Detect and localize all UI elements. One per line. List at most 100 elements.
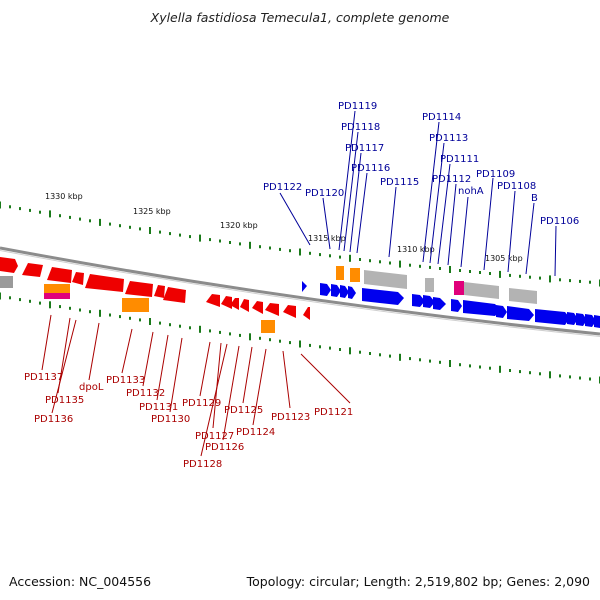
minor-tick [389,261,391,265]
gene-label[interactable]: PD1133 [106,375,145,386]
gene-label[interactable]: PD1121 [314,407,353,418]
gene-reverse[interactable] [221,296,232,309]
minor-tick [289,341,291,345]
gene-reverse[interactable] [72,272,84,285]
magenta-feature [44,293,70,299]
gene-forward[interactable] [320,283,331,296]
gene-reverse[interactable] [265,303,279,316]
gene-forward[interactable] [496,305,507,318]
gene-label[interactable]: PD1119 [338,101,377,112]
orange-feature [122,298,149,312]
gene-forward[interactable] [433,297,446,310]
minor-tick [129,316,131,320]
gene-reverse[interactable] [230,298,239,310]
gene-forward[interactable] [567,312,578,325]
label-line [199,341,211,397]
gene-label[interactable]: PD1135 [45,395,84,406]
label-line [121,328,133,374]
gene-forward[interactable] [340,285,349,298]
tick-label-1315: 1315 kbp [308,234,346,243]
gene-forward[interactable] [362,288,404,305]
minor-tick [419,358,421,362]
tick-label-1325: 1325 kbp [133,207,171,216]
gene-label[interactable]: PD1122 [263,182,302,193]
label-line [356,172,368,254]
gene-label[interactable]: PD1131 [139,402,178,413]
gene-reverse[interactable] [85,274,124,292]
gene-label[interactable]: PD1114 [422,112,461,123]
reverse-label-lines [41,314,351,457]
minor-tick [319,345,321,349]
gene-reverse[interactable] [0,257,18,273]
gene-forward[interactable] [302,281,307,292]
gene-forward[interactable] [451,299,462,312]
gene-reverse[interactable] [303,307,310,320]
label-line [322,197,331,250]
tick-label-1330: 1330 kbp [45,192,83,201]
gene-forward[interactable] [331,284,341,297]
gene-label[interactable]: PD1129 [182,398,221,409]
minor-tick [459,363,461,367]
gene-label[interactable]: PD1136 [34,414,73,425]
gene-label[interactable]: PD1113 [429,133,468,144]
gene-forward[interactable] [576,313,587,326]
minor-tick [509,273,511,277]
gene-label[interactable]: PD1130 [151,414,190,425]
major-tick [349,347,351,355]
gene-reverse[interactable] [240,299,249,312]
gene-forward[interactable] [535,309,570,325]
minor-tick [359,258,361,261]
gene-reverse[interactable] [206,294,220,307]
gene-label[interactable]: PD1125 [224,405,263,416]
gene-forward[interactable] [585,314,596,327]
minor-tick [479,271,481,274]
gene-forward[interactable] [423,295,435,308]
gene-label[interactable]: PD1111 [440,154,479,165]
gene-label[interactable]: PD1108 [497,181,536,192]
gene-label[interactable]: PD1116 [351,163,390,174]
gene-label[interactable]: PD1120 [305,188,344,199]
gene-forward[interactable] [412,294,425,307]
gene-forward[interactable] [507,306,534,321]
label-line [429,142,445,264]
major-tick [499,270,501,278]
gene-reverse[interactable] [252,301,263,314]
gene-label[interactable]: PD1112 [432,174,471,185]
gene-label[interactable]: PD1137 [24,372,63,383]
gene-reverse[interactable] [47,267,72,283]
minor-tick [419,264,421,268]
gene-forward[interactable] [463,300,501,316]
minor-tick [269,338,271,342]
major-tick [149,227,151,234]
gene-label[interactable]: PD1126 [205,442,244,453]
gene-label[interactable]: PD1124 [236,427,275,438]
minor-tick [319,253,321,257]
gene-label[interactable]: PD1132 [126,388,165,399]
label-line [300,353,351,404]
gene-reverse[interactable] [154,285,165,298]
gene-reverse[interactable] [125,281,153,297]
gene-label[interactable]: nohA [458,186,484,197]
gene-label[interactable]: PD1106 [540,216,579,227]
gene-label[interactable]: PD1109 [476,169,515,180]
tick-label-1305: 1305 kbp [485,254,523,263]
gene-label[interactable]: PD1127 [195,431,234,442]
accession-text: Accession: NC_004556 [9,574,151,589]
gene-label[interactable]: PD1115 [380,177,419,188]
gene-label[interactable]: PD1123 [271,412,310,423]
minor-tick [559,374,561,378]
minor-tick [159,230,161,234]
gene-forward[interactable] [348,286,356,299]
genome-backbone-shadow [0,250,600,337]
gene-forward[interactable] [594,315,600,328]
gene-label[interactable]: PD1118 [341,122,380,133]
gene-label[interactable]: PD1117 [345,143,384,154]
gene-reverse[interactable] [283,305,296,318]
gene-label[interactable]: PD1128 [183,459,222,470]
gene-label[interactable]: B [531,193,538,204]
gene-reverse[interactable] [22,263,43,277]
gene-label[interactable]: dpoL [79,382,104,393]
major-tick [549,371,551,379]
gene-reverse[interactable] [163,287,186,303]
